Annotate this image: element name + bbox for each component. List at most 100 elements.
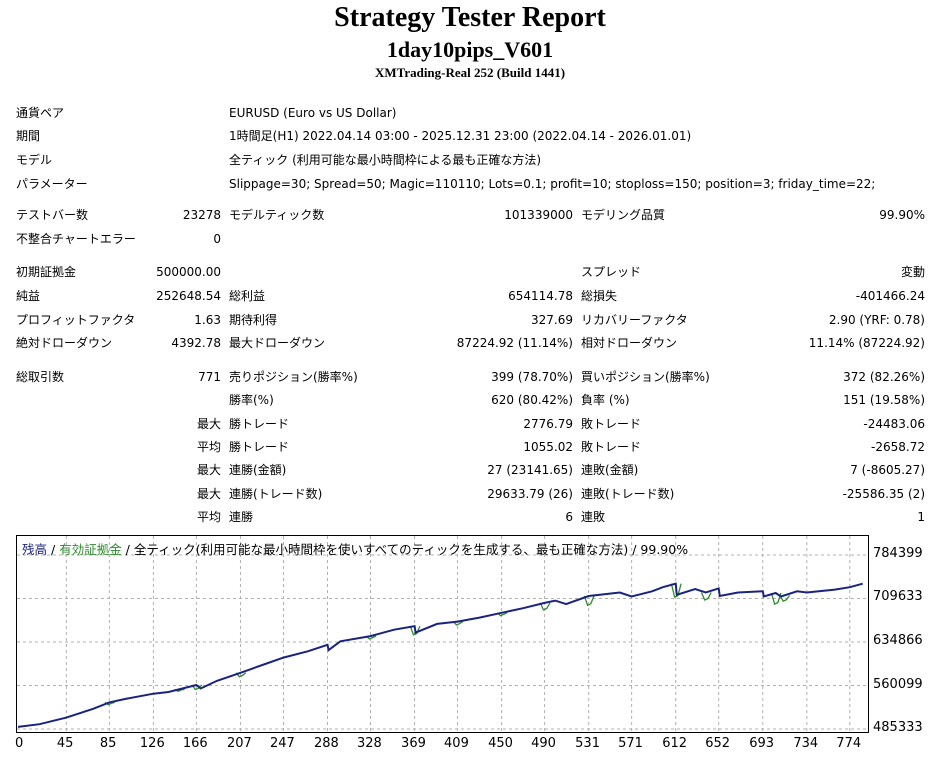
equity-line <box>700 592 712 601</box>
x-tick-label: 693 <box>749 736 775 751</box>
max-dd-label: 最大ドローダウン <box>229 336 326 350</box>
ticks-value: 101339000 <box>504 208 573 222</box>
abs-dd-label: 絶対ドローダウン <box>16 336 113 350</box>
mismatch-label: 不整合チャートエラー <box>16 232 136 246</box>
x-tick-label: 247 <box>269 736 295 751</box>
gross-loss-label: 総損失 <box>581 289 618 303</box>
y-tick-label: 485333 <box>873 720 923 735</box>
quality-value: 99.90% <box>879 208 925 222</box>
x-tick-label: 166 <box>182 736 208 751</box>
params-label: パラメーター <box>16 177 88 191</box>
rel-dd-label: 相対ドローダウン <box>581 336 678 350</box>
gross-profit-label: 総利益 <box>229 289 266 303</box>
expected-label: 期待利得 <box>229 313 278 327</box>
short-label: 売りポジション(勝率%) <box>229 370 358 384</box>
pf-label: プロフィットファクタ <box>16 313 136 327</box>
winrate-value: 620 (80.42%) <box>491 393 573 407</box>
lossrate-label: 負率 (%) <box>581 393 630 407</box>
x-tick-label: 652 <box>705 736 731 751</box>
max-word: 最大 <box>196 487 221 501</box>
x-tick-label: 409 <box>444 736 469 751</box>
equity-line <box>583 595 595 607</box>
build-info: XMTrading-Real 252 (Build 1441) <box>374 65 566 80</box>
max-win-label: 勝トレード <box>229 417 290 431</box>
equity-line <box>191 684 203 691</box>
x-tick-label: 531 <box>575 736 600 751</box>
recovery-label: リカバリーファクタ <box>581 313 688 327</box>
winrate-label: 勝率(%) <box>229 393 274 407</box>
avg-win-value: 1055.02 <box>523 440 573 454</box>
consec-win-cnt-value: 29633.79 (26) <box>487 487 573 501</box>
x-tick-label: 207 <box>226 736 252 751</box>
equity-line <box>670 583 682 598</box>
equity-line <box>770 592 782 606</box>
x-tick-label: 734 <box>793 736 819 751</box>
legend-separator: / <box>47 542 60 557</box>
equity-line <box>409 625 421 636</box>
consec-win-amt-label: 連勝(金額) <box>229 463 287 477</box>
avg-loss-value: -2658.72 <box>871 440 925 454</box>
long-value: 372 (82.26%) <box>843 370 925 384</box>
y-tick-label: 560099 <box>873 676 923 692</box>
x-tick-label: 288 <box>314 736 339 751</box>
x-tick-label: 450 <box>488 736 513 751</box>
x-tick-label: 571 <box>618 736 643 751</box>
x-tick-label: 612 <box>662 736 688 751</box>
y-tick-label: 784399 <box>873 546 923 561</box>
max-word: 最大 <box>196 417 221 431</box>
max-word: 最大 <box>196 463 221 477</box>
avg-win-label: 勝トレード <box>229 440 290 454</box>
trades-value: 771 <box>198 370 221 384</box>
legend-model-info: 全ティック(利用可能な最小時間枠を使いすべてのティックを生成する、最も正確な方法… <box>133 542 689 557</box>
chart-plot <box>17 536 868 732</box>
legend-balance: 残高 <box>22 542 48 557</box>
x-tick-label: 490 <box>531 736 556 751</box>
max-loss-label: 敗トレード <box>581 417 642 431</box>
consec-loss-cnt-label: 連敗(トレード数) <box>581 487 675 501</box>
rel-dd-value: 11.14% (87224.92) <box>808 336 925 350</box>
bars-value: 23278 <box>182 208 221 222</box>
equity-line <box>235 672 247 678</box>
avg-consec-loss-label: 連敗 <box>581 510 606 524</box>
trades-label: 総取引数 <box>16 370 65 384</box>
recovery-value: 2.90 (YRF: 0.78) <box>828 313 925 327</box>
abs-dd-value: 4392.78 <box>171 336 221 350</box>
period-label: 期間 <box>16 129 41 143</box>
avg-consec-win-value: 6 <box>565 510 573 524</box>
params-value: Slippage=30; Spread=50; Magic=110110; Lo… <box>229 177 876 191</box>
y-tick-label: 634866 <box>873 633 923 648</box>
consec-win-amt-value: 27 (23141.65) <box>487 463 573 477</box>
long-label: 買いポジション(勝率%) <box>581 370 710 384</box>
net-value: 252648.54 <box>156 289 221 303</box>
x-tick-label: 45 <box>56 736 74 751</box>
balance-line <box>17 582 863 728</box>
deposit-label: 初期証拠金 <box>16 265 77 279</box>
equity-line <box>779 595 791 603</box>
expected-value: 327.69 <box>531 313 573 327</box>
consec-loss-amt-label: 連敗(金額) <box>581 463 639 477</box>
consec-loss-cnt-value: -25586.35 (2) <box>842 487 925 501</box>
model-label: モデル <box>16 153 53 167</box>
avg-loss-label: 敗トレード <box>581 440 642 454</box>
lossrate-value: 151 (19.58%) <box>843 393 925 407</box>
consec-win-cnt-label: 連勝(トレード数) <box>229 487 323 501</box>
spread-label: スプレッド <box>581 265 642 279</box>
legend-separator: / <box>121 542 134 557</box>
gross-profit-value: 654114.78 <box>508 289 573 303</box>
x-tick-label: 126 <box>139 736 165 751</box>
avg-word: 平均 <box>196 440 221 454</box>
mismatch-value: 0 <box>213 232 221 246</box>
x-tick-label: 369 <box>401 736 426 751</box>
balance-chart <box>16 535 869 733</box>
equity-line <box>539 602 551 611</box>
report-title: Strategy Tester Report <box>334 2 606 33</box>
short-value: 399 (78.70%) <box>491 370 573 384</box>
x-tick-label: 85 <box>99 736 117 751</box>
chart-legend: 残高 / 有効証拠金 / 全ティック(利用可能な最小時間枠を使いすべてのティック… <box>22 539 688 558</box>
max-dd-value: 87224.92 (11.14%) <box>456 336 573 350</box>
pair-value: EURUSD (Euro vs US Dollar) <box>229 106 397 120</box>
net-label: 純益 <box>16 289 41 303</box>
equity-line <box>452 621 464 626</box>
avg-word: 平均 <box>196 510 221 524</box>
bars-label: テストバー数 <box>16 208 89 222</box>
